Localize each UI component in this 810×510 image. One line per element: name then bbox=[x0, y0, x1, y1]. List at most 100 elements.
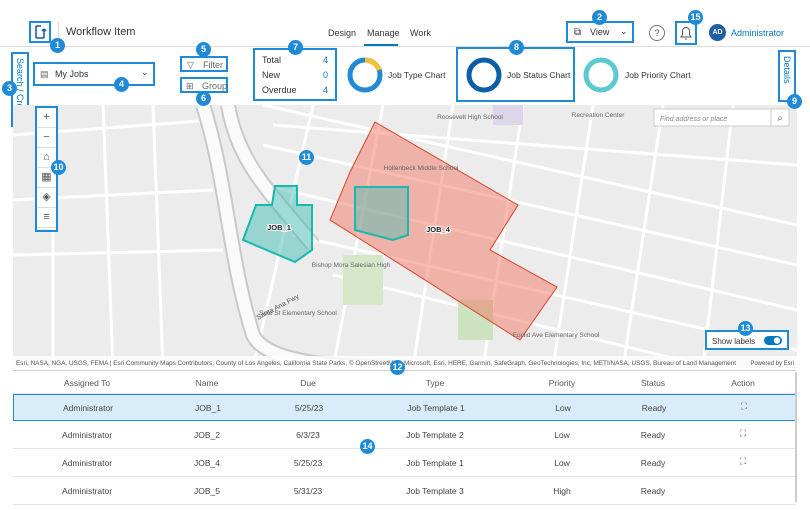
avatar[interactable]: AD bbox=[709, 24, 726, 41]
table-row[interactable]: Administrator JOB_2 6/3/23 Job Template 2 Lo… bbox=[13, 422, 796, 449]
chart-title: Job Type Chart bbox=[388, 70, 446, 80]
header-border bbox=[0, 46, 810, 47]
table-cell: 5/31/23 bbox=[293, 486, 323, 496]
search-placeholder: Find address or place bbox=[660, 116, 727, 123]
chart-title: Job Status Chart bbox=[507, 70, 571, 80]
layers[interactable]: ◈ bbox=[37, 188, 56, 208]
app-logo[interactable] bbox=[29, 21, 51, 43]
zoom-to-action[interactable]: ⛶ bbox=[740, 401, 748, 411]
powered-by: Powered by Esri bbox=[750, 361, 794, 367]
column-header: Name bbox=[195, 378, 219, 388]
stat-label: Total bbox=[262, 55, 282, 65]
chart-donut bbox=[466, 57, 502, 93]
search-icon: ⌕ bbox=[777, 113, 783, 124]
place-label: Euclid Ave Elementary School bbox=[513, 332, 600, 339]
table-row[interactable]: Administrator JOB_5 5/31/23 Job Template 3 H… bbox=[13, 478, 796, 505]
app-title: Workflow Item bbox=[66, 26, 136, 38]
column-header: Status bbox=[640, 378, 666, 388]
tab-underline bbox=[364, 44, 398, 46]
job-label: JOB_4 bbox=[426, 225, 451, 234]
selected-chart bbox=[456, 47, 575, 102]
table-cell: Low bbox=[554, 430, 570, 440]
view-label: View bbox=[590, 27, 610, 37]
filter-label: Filter bbox=[203, 60, 223, 70]
tab[interactable]: Work bbox=[410, 28, 431, 38]
chart-summaries: Job Type Chart Job Status Chart Job Priori… bbox=[347, 57, 691, 93]
user-name[interactable]: Administrator bbox=[731, 28, 785, 38]
search-button[interactable] bbox=[770, 108, 790, 127]
table-cell: Administrator bbox=[61, 458, 113, 468]
group-label: Group bbox=[202, 81, 228, 91]
table-row[interactable]: Administrator JOB_4 5/25/23 Job Template 1 L… bbox=[13, 450, 796, 477]
query-icon: ▤ bbox=[40, 69, 49, 79]
table-cell: Job Template 3 bbox=[406, 486, 464, 496]
place-label: Recreation Center bbox=[572, 112, 626, 119]
scrollbar bbox=[795, 372, 797, 502]
callout-badge: 15 bbox=[688, 10, 703, 25]
filter-button[interactable]: ▽ Filter bbox=[180, 56, 228, 72]
table-cell: Ready bbox=[640, 486, 666, 496]
column-header: Type bbox=[425, 378, 445, 388]
campus bbox=[493, 105, 523, 125]
zoom-out[interactable]: − bbox=[37, 128, 56, 148]
tab[interactable]: Design bbox=[328, 28, 357, 38]
toggle-knob bbox=[773, 337, 781, 344]
zoom-to-action[interactable]: ⛶ bbox=[739, 456, 747, 466]
column-header: Action bbox=[731, 378, 755, 388]
map[interactable]: ⌕ Roosevelt High School Recreation Center… bbox=[13, 105, 797, 368]
group-icon: ⊞ bbox=[186, 81, 194, 91]
table-cell: JOB_1 bbox=[195, 403, 221, 413]
table-cell: Administrator bbox=[62, 403, 114, 413]
job-query-dropdown[interactable]: ▤ My Jobs ⌄ bbox=[33, 62, 155, 86]
table-row[interactable]: Administrator JOB_1 5/25/23 Job Template 1 L… bbox=[13, 394, 796, 421]
place-label: Soto St Elementary School bbox=[259, 310, 337, 317]
column-header: Priority bbox=[548, 378, 576, 388]
column-header: Due bbox=[300, 378, 316, 388]
job-label: JOB_1 bbox=[267, 223, 291, 232]
callout-badge: 9 bbox=[787, 94, 802, 109]
job-area-selected[interactable] bbox=[241, 185, 313, 264]
callout-badge: 10 bbox=[51, 160, 66, 175]
job-area[interactable] bbox=[329, 121, 558, 341]
table-cell: 5/25/23 bbox=[294, 403, 324, 413]
table-header: Assigned To Name Due Type Priority Status Acti… bbox=[13, 372, 796, 394]
table-cell: Ready bbox=[640, 430, 666, 440]
callout-badge: 4 bbox=[114, 77, 129, 92]
callout-badge: 8 bbox=[509, 40, 524, 55]
place-label: Roosevelt High School bbox=[437, 114, 503, 121]
legend[interactable]: ≡ bbox=[37, 208, 56, 228]
table-cell: Job Template 1 bbox=[407, 403, 465, 413]
view-icon: ⧉ bbox=[574, 27, 582, 38]
help-button[interactable]: ? bbox=[649, 25, 665, 41]
callout-badge: 2 bbox=[592, 10, 607, 25]
column-header: Assigned To bbox=[63, 378, 111, 388]
callout-badge: 12 bbox=[390, 360, 405, 375]
table-cell: JOB_5 bbox=[194, 486, 220, 496]
place-label: Bishop Mora Salesian High bbox=[312, 262, 391, 269]
callout-badge: 5 bbox=[196, 42, 211, 57]
table-cell: Job Template 2 bbox=[406, 430, 464, 440]
callout-badge: 1 bbox=[50, 38, 65, 53]
chart-title: Job Priority Chart bbox=[625, 70, 691, 80]
notifications-button[interactable] bbox=[675, 21, 697, 45]
chart-donut-segment bbox=[364, 57, 382, 72]
table-cell: 5/25/23 bbox=[293, 458, 323, 468]
logo-icon bbox=[35, 25, 47, 39]
table-cell: Low bbox=[554, 458, 570, 468]
bell-icon bbox=[680, 27, 692, 40]
table-top-border bbox=[13, 370, 796, 371]
chevron: ⌄ bbox=[620, 26, 628, 36]
park bbox=[343, 255, 383, 305]
stat-label: New bbox=[262, 70, 281, 80]
table-cell: Administrator bbox=[61, 430, 113, 440]
divider bbox=[58, 22, 59, 42]
table-cell: JOB_2 bbox=[194, 430, 220, 440]
basemap[interactable]: ▦ bbox=[37, 168, 56, 188]
table-cell: Ready bbox=[640, 458, 666, 468]
zoom-in[interactable]: + bbox=[37, 108, 56, 128]
callout-badge: 3 bbox=[2, 81, 17, 96]
zoom-to-action[interactable]: ⛶ bbox=[739, 428, 747, 438]
job-area-selected[interactable] bbox=[354, 186, 409, 242]
table-cell: Ready bbox=[641, 403, 667, 413]
tab[interactable]: Manage bbox=[367, 28, 400, 38]
